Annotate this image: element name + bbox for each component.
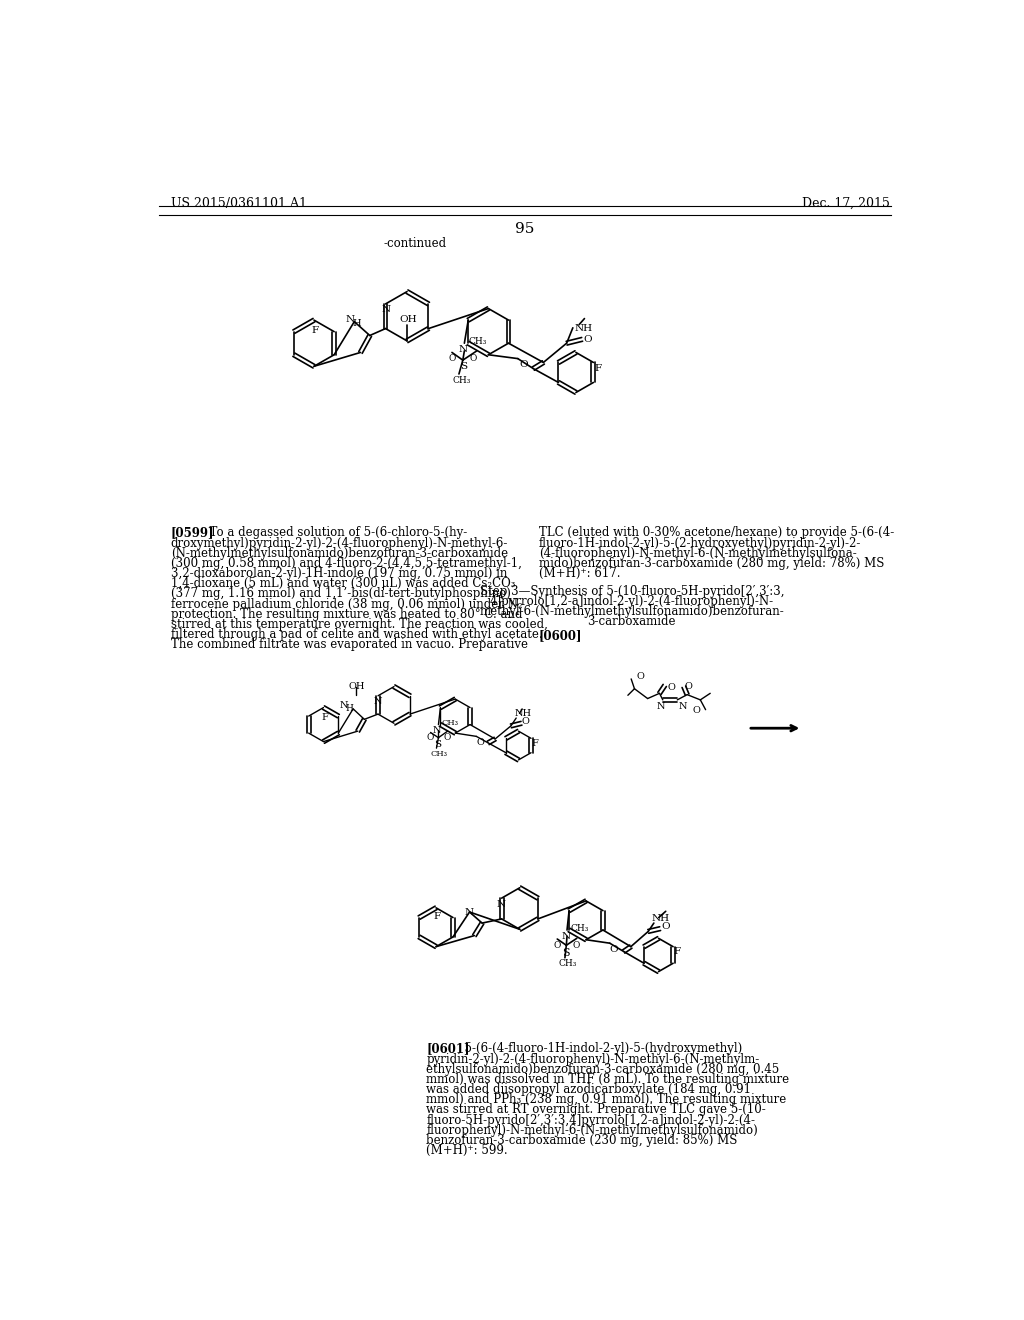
Text: O: O xyxy=(427,733,434,742)
Text: Dec. 17, 2015: Dec. 17, 2015 xyxy=(802,197,890,210)
Text: fluorophenyl)-N-methyl-6-(N-methylmethylsulfonamido): fluorophenyl)-N-methyl-6-(N-methylmethyl… xyxy=(426,1123,758,1137)
Text: O: O xyxy=(519,360,528,370)
Text: N: N xyxy=(339,701,348,710)
Text: F: F xyxy=(595,364,602,374)
Text: 5-(6-(4-fluoro-1H-indol-2-yl)-5-(hydroxymethyl): 5-(6-(4-fluoro-1H-indol-2-yl)-5-(hydroxy… xyxy=(458,1043,742,1056)
Text: OH: OH xyxy=(348,682,365,692)
Text: S: S xyxy=(562,948,570,957)
Text: N: N xyxy=(458,345,467,354)
Text: O: O xyxy=(449,354,457,363)
Text: N: N xyxy=(433,726,441,735)
Text: 3-carboxamide: 3-carboxamide xyxy=(588,615,676,628)
Text: methyl-6-(N-methylmethylsulfonamido)benzofuran-: methyl-6-(N-methylmethylsulfonamido)benz… xyxy=(479,606,784,618)
Text: (300 mg, 0.58 mmol) and 4-fluoro-2-(4,4,5,5-tetramethyl-1,: (300 mg, 0.58 mmol) and 4-fluoro-2-(4,4,… xyxy=(171,557,521,570)
Text: TLC (eluted with 0-30% acetone/hexane) to provide 5-(6-(4-: TLC (eluted with 0-30% acetone/hexane) t… xyxy=(539,527,894,540)
Text: NH: NH xyxy=(651,915,670,923)
Text: CH₃: CH₃ xyxy=(453,376,471,384)
Text: O: O xyxy=(521,717,529,726)
Text: CH₃: CH₃ xyxy=(468,337,486,346)
Text: N: N xyxy=(346,315,355,325)
Text: O: O xyxy=(584,335,592,345)
Text: benzofuran-3-carboxamide (230 mg, yield: 85%) MS: benzofuran-3-carboxamide (230 mg, yield:… xyxy=(426,1134,737,1147)
Text: The combined filtrate was evaporated in vacuo. Preparative: The combined filtrate was evaporated in … xyxy=(171,639,527,651)
Text: [0599]: [0599] xyxy=(171,527,214,540)
Text: H: H xyxy=(352,319,360,329)
Text: S: S xyxy=(460,362,467,371)
Text: filtered through a pad of celite and washed with ethyl acetate.: filtered through a pad of celite and was… xyxy=(171,628,543,642)
Text: O: O xyxy=(685,682,692,692)
Text: NH: NH xyxy=(574,323,593,333)
Text: O: O xyxy=(572,941,580,949)
Text: [0600]: [0600] xyxy=(539,630,583,643)
Text: O: O xyxy=(668,682,675,692)
Text: F: F xyxy=(311,326,318,335)
Text: ferrocene palladium chloride (38 mg, 0.06 mmol) under N₂: ferrocene palladium chloride (38 mg, 0.0… xyxy=(171,598,522,611)
Text: Step 3—Synthesis of 5-(10-fluoro-5H-pyrido[2′,3′:3,: Step 3—Synthesis of 5-(10-fluoro-5H-pyri… xyxy=(479,585,784,598)
Text: O: O xyxy=(443,733,452,742)
Text: N: N xyxy=(497,900,506,908)
Text: [0601]: [0601] xyxy=(426,1043,470,1056)
Text: stirred at this temperature overnight. The reaction was cooled,: stirred at this temperature overnight. T… xyxy=(171,618,548,631)
Text: O: O xyxy=(469,354,476,363)
Text: F: F xyxy=(531,739,539,748)
Text: 3,2-dioxaborolan-2-yl)-1H-indole (197 mg, 0.75 mmol) in: 3,2-dioxaborolan-2-yl)-1H-indole (197 mg… xyxy=(171,568,507,579)
Text: protection. The resulting mixture was heated to 80° C. and: protection. The resulting mixture was he… xyxy=(171,607,522,620)
Text: 1,4-dioxane (5 mL) and water (300 μL) was added Cs₂CO₃: 1,4-dioxane (5 mL) and water (300 μL) wa… xyxy=(171,577,515,590)
Text: was stirred at RT overnight. Preparative TLC gave 5-(10-: was stirred at RT overnight. Preparative… xyxy=(426,1104,766,1117)
Text: fluoro-5H-pyrido[2′,3′:3,4]pyrrolo[1,2-a]indol-2-yl)-2-(4-: fluoro-5H-pyrido[2′,3′:3,4]pyrrolo[1,2-a… xyxy=(426,1114,756,1126)
Text: 95: 95 xyxy=(515,222,535,235)
Text: O: O xyxy=(553,941,560,949)
Text: -continued: -continued xyxy=(384,238,446,249)
Text: mmol) and PPh₃ (238 mg, 0.91 mmol). The resulting mixture: mmol) and PPh₃ (238 mg, 0.91 mmol). The … xyxy=(426,1093,786,1106)
Text: N: N xyxy=(561,932,570,941)
Text: CH₃: CH₃ xyxy=(559,960,578,969)
Text: NH: NH xyxy=(514,709,531,718)
Text: OH: OH xyxy=(399,315,417,325)
Text: To a degassed solution of 5-(6-chloro-5-(hy-: To a degassed solution of 5-(6-chloro-5-… xyxy=(202,527,467,540)
Text: N: N xyxy=(382,305,391,314)
Text: fluoro-1H-indol-2-yl)-5-(2-hydroxyethyl)pyridin-2-yl)-2-: fluoro-1H-indol-2-yl)-5-(2-hydroxyethyl)… xyxy=(539,537,861,549)
Text: O: O xyxy=(476,738,484,747)
Text: O: O xyxy=(662,923,671,932)
Text: mmol) was dissolved in THF (8 mL). To the resulting mixture: mmol) was dissolved in THF (8 mL). To th… xyxy=(426,1073,790,1086)
Text: F: F xyxy=(674,948,681,957)
Text: was added diisopropyl azodicarboxylate (184 mg, 0.91: was added diisopropyl azodicarboxylate (… xyxy=(426,1082,752,1096)
Text: CH₃: CH₃ xyxy=(441,719,459,727)
Text: O: O xyxy=(636,672,644,681)
Text: pyridin-2-yl)-2-(4-fluorophenyl)-N-methyl-6-(N-methylm-: pyridin-2-yl)-2-(4-fluorophenyl)-N-methy… xyxy=(426,1052,760,1065)
Text: droxymethyl)pyridin-2-yl)-2-(4-fluorophenyl)-N-methyl-6-: droxymethyl)pyridin-2-yl)-2-(4-fluorophe… xyxy=(171,537,508,549)
Text: S: S xyxy=(434,741,441,748)
Text: mido)benzofuran-3-carboxamide (280 mg, yield: 78%) MS: mido)benzofuran-3-carboxamide (280 mg, y… xyxy=(539,557,884,570)
Text: F: F xyxy=(434,912,441,921)
Text: 4]pyrrolo[1,2-a]indol-2-yl)-2-(4-fluorophenyl)-N-: 4]pyrrolo[1,2-a]indol-2-yl)-2-(4-fluorop… xyxy=(489,595,774,609)
Text: F: F xyxy=(322,713,328,722)
Text: (N-methylmethylsulfonamido)benzofuran-3-carboxamide: (N-methylmethylsulfonamido)benzofuran-3-… xyxy=(171,546,508,560)
Text: O: O xyxy=(692,706,700,715)
Text: N: N xyxy=(679,702,687,711)
Text: O: O xyxy=(609,945,618,954)
Text: (377 mg, 1.16 mmol) and 1,1’-bis(di-tert-butylphosphino): (377 mg, 1.16 mmol) and 1,1’-bis(di-tert… xyxy=(171,587,511,601)
Text: CH₃: CH₃ xyxy=(570,924,589,933)
Text: CH₃: CH₃ xyxy=(430,750,447,758)
Text: ethylsulfonamido)benzofuran-3-carboxamide (280 mg, 0.45: ethylsulfonamido)benzofuran-3-carboxamid… xyxy=(426,1063,779,1076)
Text: US 2015/0361101 A1: US 2015/0361101 A1 xyxy=(171,197,306,210)
Text: (4-fluorophenyl)-N-methyl-6-(N-methylmethylsulfona-: (4-fluorophenyl)-N-methyl-6-(N-methylmet… xyxy=(539,546,856,560)
Text: (M+H)⁺: 599.: (M+H)⁺: 599. xyxy=(426,1144,508,1158)
Text: N: N xyxy=(464,908,473,917)
Text: H: H xyxy=(345,705,353,713)
Text: N: N xyxy=(374,697,382,706)
Text: N: N xyxy=(656,702,666,711)
Text: (M+H)⁺: 617.: (M+H)⁺: 617. xyxy=(539,568,621,579)
